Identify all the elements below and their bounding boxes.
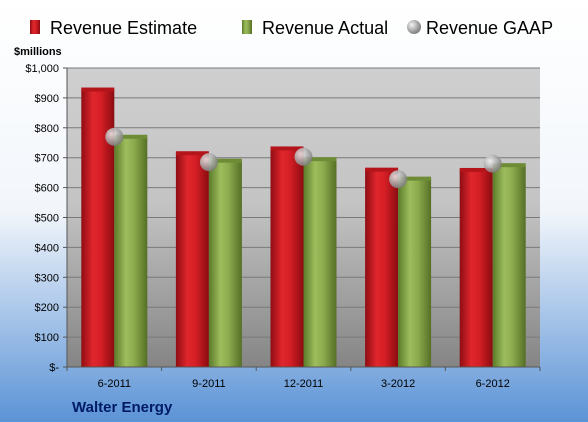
bar-revenue-actual [208, 160, 242, 367]
bar-revenue-estimate-cap [81, 87, 115, 92]
y-tick-label: $600 [35, 183, 59, 195]
x-tick-label: 6-2012 [476, 378, 510, 390]
bar-revenue-actual-cap [114, 134, 148, 139]
y-axis-unit-label: $millions [14, 46, 62, 58]
bar-revenue-estimate [459, 169, 493, 367]
bar-revenue-actual-cap [208, 158, 242, 163]
legend-swatch-estimate [30, 20, 40, 34]
y-tick-label: $- [49, 362, 59, 374]
x-tick-label: 3-2012 [381, 378, 415, 390]
y-tick-label: $200 [35, 302, 59, 314]
y-tick-label: $400 [35, 242, 59, 254]
bars [81, 87, 526, 367]
y-axis-ticks: $- $100 $200 $300 $400 $500 $600 $700 $800 $900 $1… [25, 63, 540, 374]
bar-revenue-estimate [365, 169, 399, 367]
legend-swatch-gaap [407, 20, 421, 34]
bar-revenue-actual-cap [398, 176, 432, 181]
legend-label-gaap: Revenue GAAP [426, 18, 553, 38]
x-tick-label: 6-2011 [98, 378, 131, 390]
bar-revenue-actual-cap [303, 157, 337, 162]
legend-label-actual: Revenue Actual [262, 18, 388, 38]
x-tick-label: 9-2011 [192, 378, 225, 390]
y-tick-label: $500 [35, 213, 59, 225]
legend-label-estimate: Revenue Estimate [50, 18, 197, 38]
marker-revenue-gaap [483, 154, 502, 173]
bar-revenue-actual-cap [492, 163, 526, 168]
y-tick-label: $1,000 [25, 63, 59, 75]
y-tick-label: $800 [35, 123, 59, 135]
legend: Revenue Estimate Revenue Actual Revenue … [30, 18, 553, 38]
bar-revenue-actual [303, 159, 337, 367]
bar-revenue-actual [114, 136, 148, 367]
x-tick-label: 12-2011 [284, 378, 324, 390]
gaap-markers [105, 127, 502, 189]
marker-revenue-gaap [105, 127, 124, 146]
marker-revenue-gaap [199, 153, 218, 172]
y-tick-label: $900 [35, 93, 59, 105]
bar-revenue-estimate [270, 148, 304, 367]
bar-revenue-estimate-cap [270, 146, 304, 151]
y-tick-label: $300 [35, 272, 59, 284]
y-tick-label: $100 [35, 332, 59, 344]
company-name: Walter Energy [72, 399, 173, 416]
bar-revenue-estimate-cap [459, 167, 493, 172]
x-axis-ticks: 6-2011 9-2011 12-2011 3-2012 6-2012 [66, 367, 541, 390]
bar-revenue-estimate-cap [365, 167, 399, 172]
marker-revenue-gaap [389, 170, 408, 189]
bar-revenue-actual [492, 165, 526, 367]
legend-swatch-actual [242, 20, 252, 34]
y-tick-label: $700 [35, 153, 59, 165]
marker-revenue-gaap [294, 147, 313, 166]
bar-revenue-actual [398, 178, 432, 367]
bar-revenue-estimate-cap [175, 151, 209, 156]
bar-revenue-estimate [175, 153, 209, 367]
